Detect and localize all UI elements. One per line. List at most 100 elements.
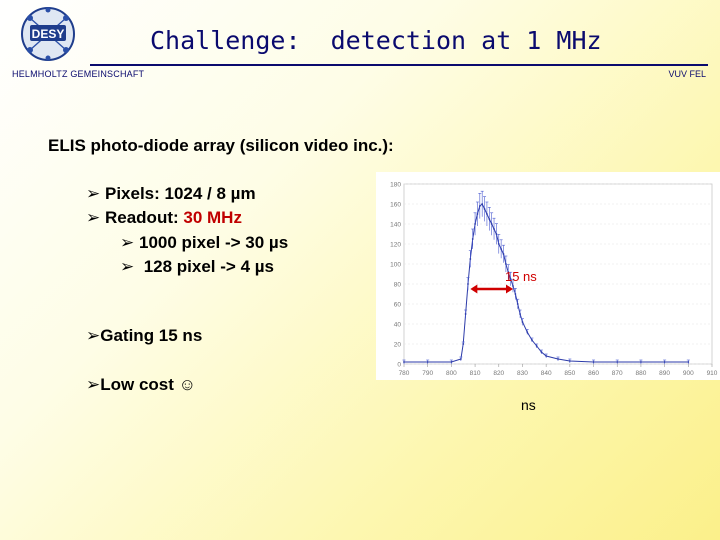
- data-point: [568, 360, 571, 362]
- org-right-label: VUV FEL: [668, 69, 706, 79]
- data-point: [545, 355, 548, 357]
- x-tick-label: 860: [588, 370, 599, 377]
- data-point: [557, 358, 559, 360]
- bullet-lowcost: ➢Low cost ☺: [86, 375, 196, 395]
- signal-chart: 0 20 40 60 80 100 120 140 160 180 780 790 800 810 820 8…: [376, 172, 720, 380]
- x-axis-unit-label: ns: [521, 397, 536, 413]
- data-point: [467, 283, 469, 285]
- data-point: [490, 223, 493, 225]
- data-point: [493, 228, 495, 230]
- bullet-arrow-icon: ➢: [86, 375, 101, 395]
- y-tick-label: 100: [390, 262, 401, 269]
- data-point: [403, 361, 405, 363]
- data-point: [616, 361, 619, 363]
- bullet-arrow-icon: ➢: [86, 326, 101, 346]
- data-point: [481, 203, 484, 205]
- bullet-gating: ➢Gating 15 ns: [86, 326, 202, 346]
- section-heading: ELIS photo-diode array (silicon video in…: [48, 136, 394, 155]
- data-point: [504, 263, 507, 265]
- data-point: [486, 213, 488, 215]
- bullet-sub2: ➢ 128 pixel -> 4 µs: [120, 257, 274, 277]
- data-point: [512, 285, 514, 287]
- x-tick-label: 880: [635, 370, 646, 377]
- header-rule: [90, 64, 708, 66]
- data-point: [592, 361, 595, 363]
- data-point: [509, 278, 512, 280]
- bullet-readout: ➢ Readout: 30 MHz: [86, 208, 242, 228]
- data-point: [469, 258, 472, 260]
- data-point: [507, 271, 510, 273]
- data-point: [462, 343, 465, 345]
- title-part1: Challenge:: [150, 26, 301, 55]
- data-point: [495, 233, 498, 235]
- data-point: [478, 205, 481, 207]
- annotation-label: 15 ns: [505, 269, 537, 284]
- data-point: [464, 313, 467, 315]
- logo-text: DESY: [32, 27, 65, 41]
- y-tick-label: 0: [397, 362, 401, 369]
- data-point: [521, 321, 524, 323]
- y-tick-label: 160: [390, 202, 401, 209]
- data-point: [531, 339, 533, 341]
- data-point: [488, 218, 491, 220]
- data-point: [526, 331, 529, 333]
- x-tick-label: 830: [517, 370, 528, 377]
- data-point: [500, 248, 503, 250]
- data-point: [474, 223, 476, 225]
- data-point: [687, 361, 690, 363]
- data-point: [663, 361, 666, 363]
- x-tick-label: 810: [470, 370, 481, 377]
- readout-label: Readout:: [104, 208, 184, 227]
- x-tick-label: 790: [422, 370, 433, 377]
- sub2-text: 128 pixel -> 4 µs: [138, 257, 274, 276]
- data-point: [497, 243, 500, 245]
- data-point: [514, 293, 517, 295]
- y-tick-label: 60: [394, 302, 402, 309]
- data-point: [426, 361, 429, 363]
- slide-title: Challenge: detection at 1 MHz: [150, 26, 602, 55]
- bullet-arrow-icon: ➢: [86, 184, 101, 204]
- y-tick-label: 120: [390, 242, 401, 249]
- x-tick-label: 780: [399, 370, 410, 377]
- data-point: [476, 213, 479, 215]
- plot-frame: [403, 183, 713, 365]
- x-tick-label: 910: [707, 370, 718, 377]
- bullet-arrow-icon: ➢: [86, 208, 101, 228]
- x-tick-label: 820: [493, 370, 504, 377]
- bullet-sub1: ➢ 1000 pixel -> 30 µs: [120, 233, 288, 253]
- org-left-label: HELMHOLTZ GEMEINSCHAFT: [12, 69, 145, 79]
- data-point: [483, 208, 486, 210]
- data-point: [502, 253, 505, 255]
- data-point: [459, 358, 462, 360]
- readout-value: 30 MHz: [183, 208, 242, 227]
- data-point: [640, 361, 642, 363]
- y-tick-label: 80: [394, 282, 402, 289]
- signal-series-line: [404, 203, 689, 363]
- gating-text: Gating 15 ns: [100, 326, 203, 345]
- annotation-arrowhead-left: [470, 284, 478, 294]
- x-tick-label: 800: [446, 370, 457, 377]
- x-tick-label: 840: [541, 370, 552, 377]
- y-tick-label: 20: [394, 342, 402, 349]
- x-tick-label: 890: [659, 370, 670, 377]
- bullet-pixels-text: Pixels: 1024 / 8 µm: [104, 184, 256, 203]
- x-tick-label: 870: [612, 370, 623, 377]
- data-point: [516, 303, 519, 305]
- sub1-text: 1000 pixel -> 30 µs: [138, 233, 289, 252]
- data-point: [540, 351, 543, 353]
- x-tick-label: 850: [564, 370, 575, 377]
- bullet-arrow-icon: ➢: [120, 233, 135, 253]
- lowcost-text: Low cost ☺: [100, 375, 196, 394]
- data-point: [535, 345, 538, 347]
- y-tick-label: 140: [390, 222, 401, 229]
- desy-logo: DESY: [21, 7, 75, 61]
- x-tick-label: 900: [683, 370, 694, 377]
- title-part2: detection at 1 MHz: [330, 26, 602, 55]
- data-point: [450, 361, 453, 363]
- y-tick-label: 180: [390, 182, 401, 189]
- data-point: [519, 313, 521, 315]
- bullet-pixels: ➢ Pixels: 1024 / 8 µm: [86, 184, 256, 204]
- y-tick-label: 40: [394, 322, 402, 329]
- signal-chart-svg: 0 20 40 60 80 100 120 140 160 180 780 790 800 810 820 8…: [390, 182, 718, 378]
- annotation-arrowhead-right: [505, 284, 513, 294]
